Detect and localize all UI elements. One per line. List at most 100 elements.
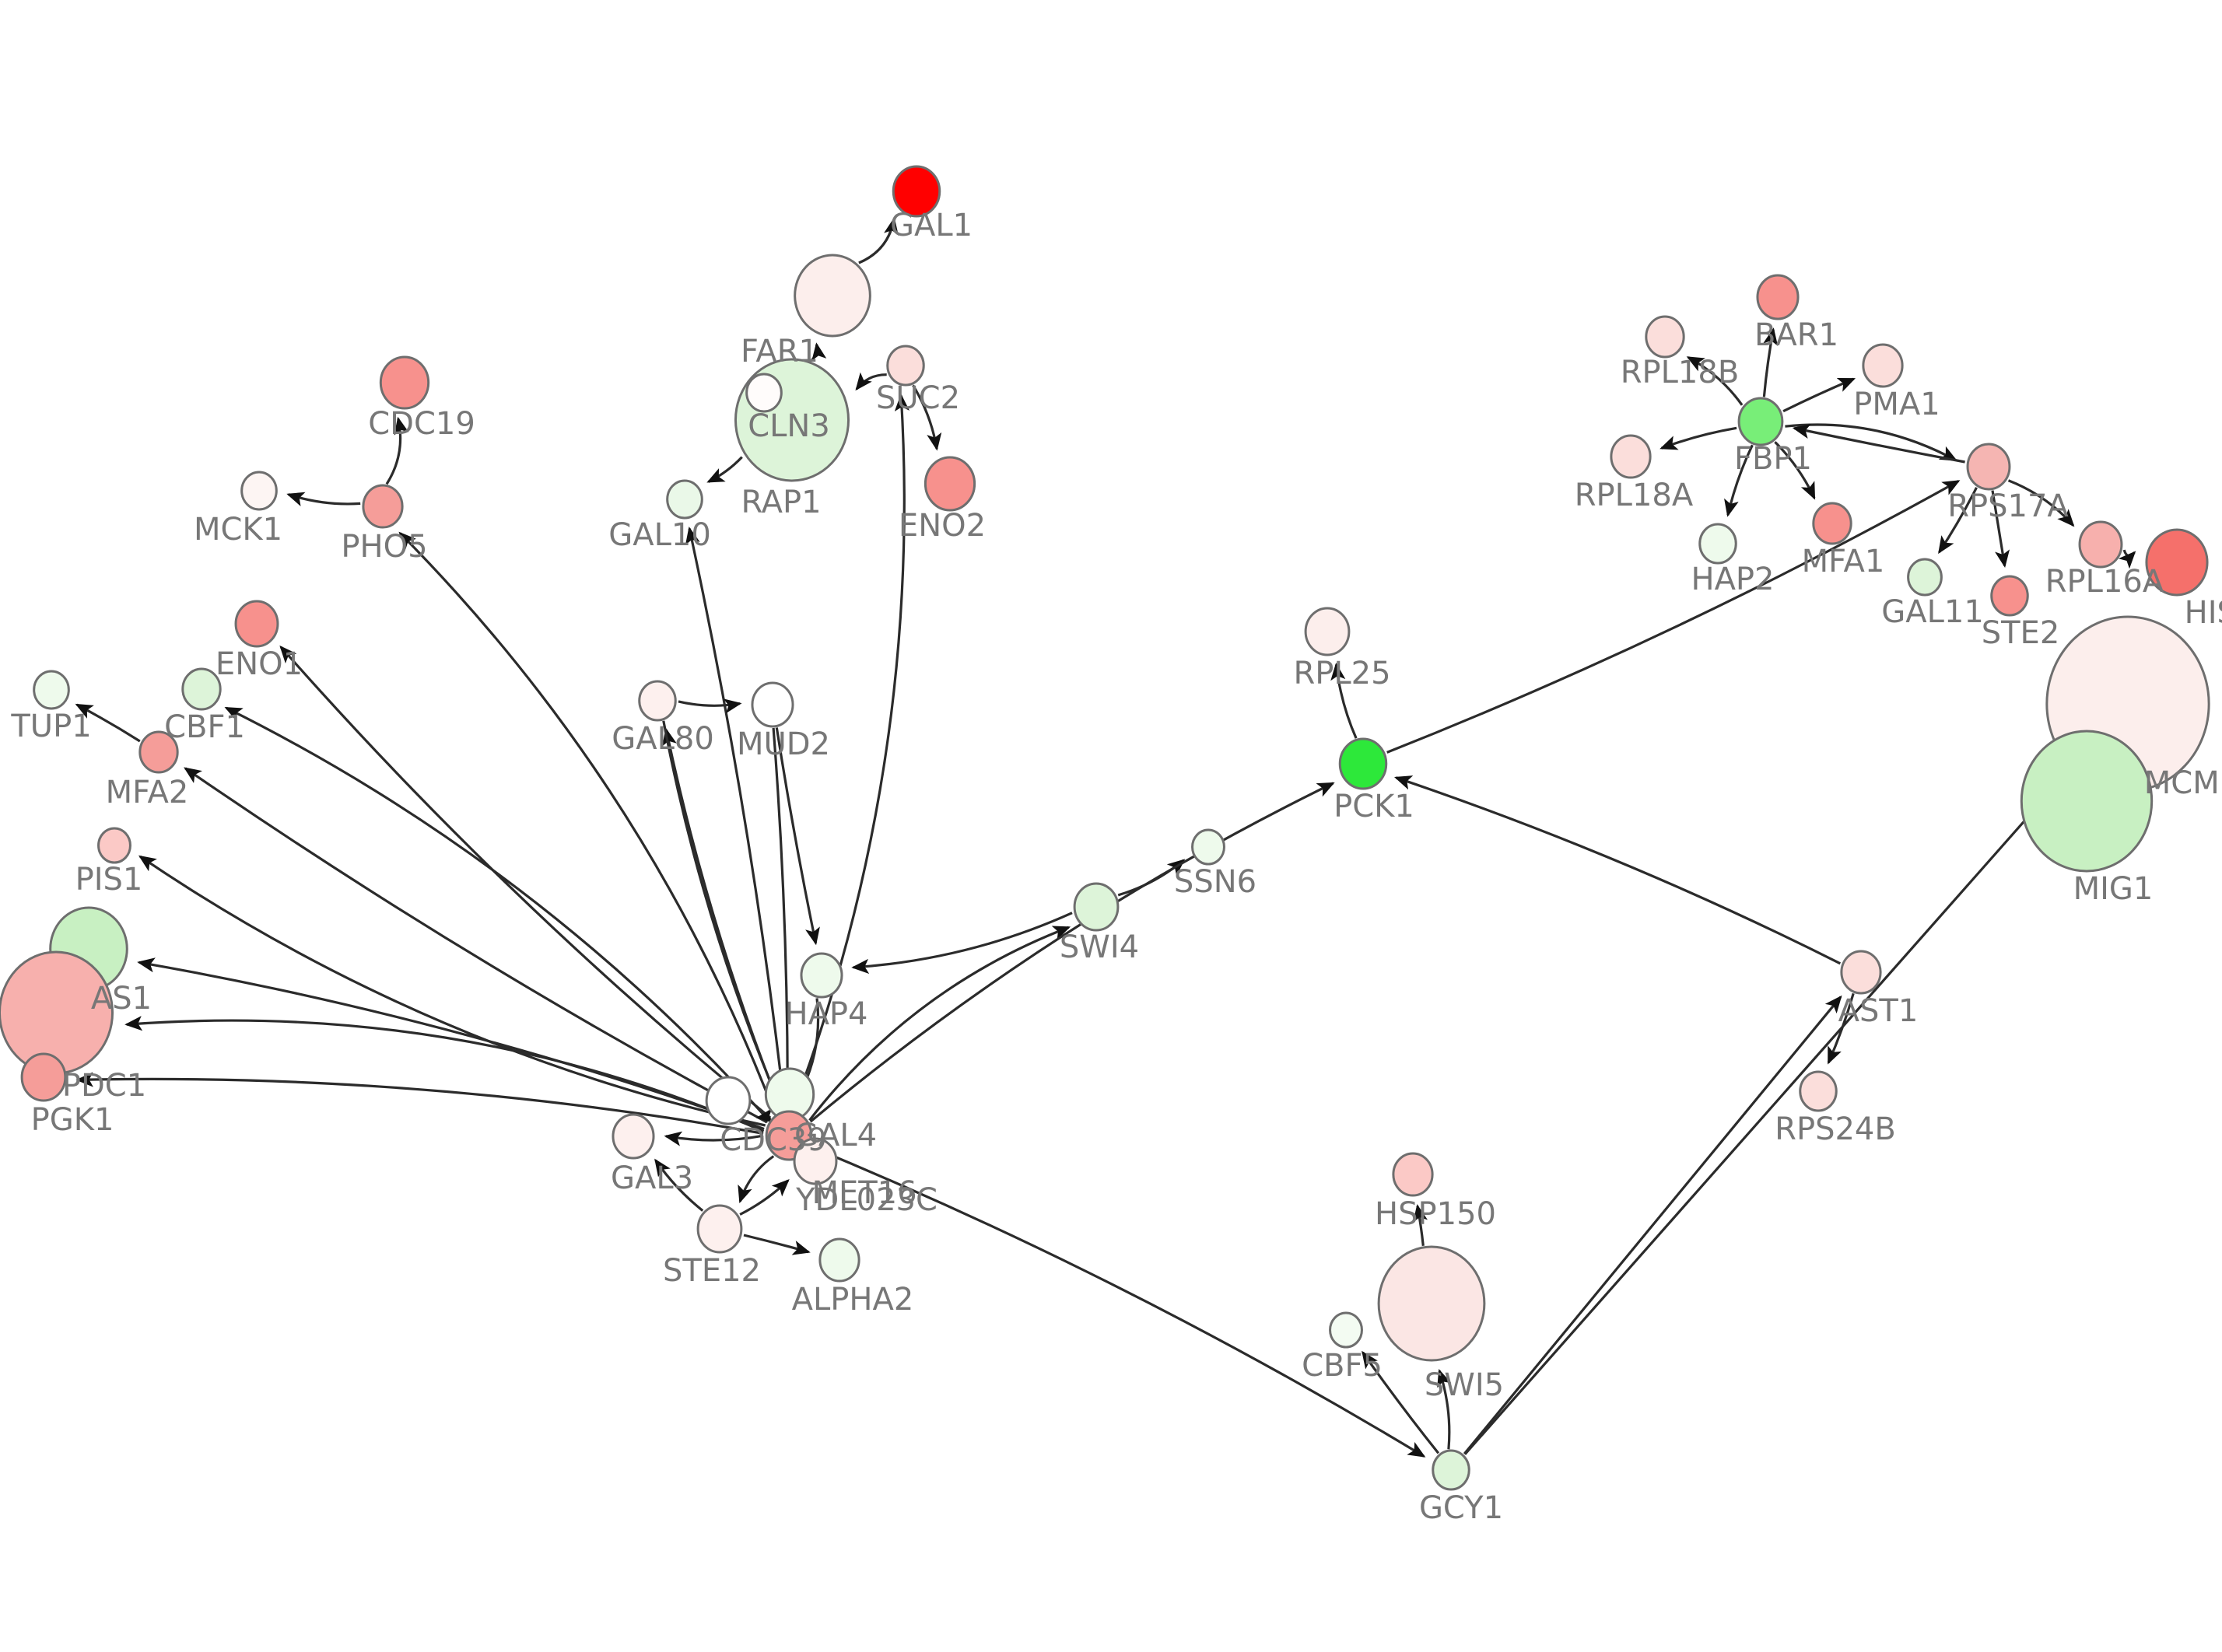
node-rpl25[interactable] — [1304, 607, 1351, 656]
edge-cln3-to-far1[interactable] — [810, 342, 827, 362]
edge-gal4-to-gal80[interactable] — [662, 727, 783, 1111]
node-mck1[interactable] — [240, 471, 278, 511]
node-mig1[interactable] — [2020, 730, 2154, 873]
node-rpl16a[interactable] — [2078, 520, 2123, 569]
node-pis1[interactable] — [97, 827, 131, 864]
edge-gal80-to-gal4[interactable] — [662, 720, 780, 1104]
edge-gal4-to-pis1[interactable] — [138, 855, 766, 1127]
edge-pho5-to-cdc19[interactable] — [385, 416, 409, 485]
edge-gal4-to-gal10[interactable] — [685, 526, 787, 1111]
edge-gal4-to-pho5[interactable] — [398, 531, 776, 1115]
edge-ste12-to-alpha2[interactable] — [743, 1234, 811, 1255]
node-ast1[interactable] — [1840, 950, 1882, 995]
node-pho5[interactable] — [362, 484, 404, 529]
node-gcy1[interactable] — [1432, 1449, 1470, 1491]
node-far1[interactable] — [794, 254, 871, 338]
edge-rpl16a-to-his4[interactable] — [2118, 549, 2136, 569]
node-gal10[interactable] — [666, 479, 703, 520]
edge-ste12-to-ydl023c[interactable] — [739, 1179, 790, 1216]
edge-gal4-to-pck1[interactable] — [809, 782, 1335, 1123]
edge-rps17a-to-ste2[interactable] — [1991, 490, 2010, 569]
edge-gal4-to-suc2[interactable] — [791, 394, 909, 1111]
node-ste2[interactable] — [1990, 575, 2029, 617]
node-cdc39[interactable] — [705, 1076, 752, 1125]
node-eno1[interactable] — [234, 600, 279, 648]
node-rap1[interactable] — [745, 373, 783, 413]
node-ssn6[interactable] — [1191, 828, 1225, 866]
node-hsp150[interactable] — [1392, 1152, 1434, 1197]
node-label-hap4: HAP4 — [784, 996, 867, 1032]
edge-cln3-to-gal10[interactable] — [706, 456, 743, 483]
node-gal3[interactable] — [612, 1113, 655, 1160]
edge-pho5-to-mck1[interactable] — [286, 492, 361, 507]
edge-gal4-to-pgk1[interactable] — [75, 1072, 764, 1135]
edge-far1-to-gal1[interactable] — [858, 217, 899, 264]
edge-gal4-to-cdc39[interactable] — [755, 1108, 775, 1124]
edge-gal4-to-cbf1[interactable] — [224, 706, 769, 1122]
node-his4[interactable] — [2145, 528, 2209, 597]
node-eno2[interactable] — [923, 456, 976, 512]
edge-fbp1-to-rpl18a[interactable] — [1659, 426, 1737, 450]
edge-gcy1-to-swi5[interactable] — [1437, 1368, 1452, 1450]
node-pma1[interactable] — [1862, 343, 1904, 388]
node-mfa1[interactable] — [1812, 502, 1852, 545]
node-hap2[interactable] — [1698, 523, 1737, 565]
edge-rps17a-to-rpl16a[interactable] — [2007, 479, 2075, 527]
node-alpha2[interactable] — [818, 1237, 860, 1283]
node-suc2[interactable] — [886, 345, 925, 387]
edge-rps17a-to-gal11[interactable] — [1938, 487, 1978, 555]
node-rps17a[interactable] — [1966, 443, 2011, 491]
edge-gal4-to-mfa2[interactable] — [184, 767, 768, 1124]
node-ste12[interactable] — [696, 1204, 743, 1254]
edge-gcy1-to-mcm1[interactable] — [1463, 775, 2065, 1455]
edge-gcy1-to-ast1[interactable] — [1463, 995, 1842, 1455]
node-pck1[interactable] — [1338, 737, 1388, 790]
edge-mud2-to-hap4[interactable] — [775, 727, 820, 946]
edge-swi4-to-hap4[interactable] — [851, 912, 1073, 975]
edge-suc2-to-cln3[interactable] — [855, 372, 887, 391]
node-pgk1[interactable] — [20, 1052, 67, 1102]
node-cbf1[interactable] — [181, 667, 222, 711]
edge-gal4-to-swi4[interactable] — [808, 926, 1071, 1122]
node-rpl18a[interactable] — [1610, 434, 1652, 479]
edge-fbp1-to-rpl18b[interactable] — [1686, 356, 1744, 406]
edge-fbp1-to-bar1[interactable] — [1762, 327, 1779, 397]
edge-swi5-to-hsp150[interactable] — [1413, 1204, 1428, 1246]
node-cbf5[interactable] — [1329, 1311, 1363, 1349]
node-mud2[interactable] — [751, 681, 794, 728]
node-swi4[interactable] — [1073, 882, 1120, 932]
edge-gal4-to-ste12[interactable] — [738, 1155, 775, 1204]
edge-fbp1-to-pma1[interactable] — [1782, 377, 1856, 413]
edge-gal4-to-as1[interactable] — [137, 957, 765, 1131]
edge-pck1-to-rps17a[interactable] — [1386, 480, 1961, 754]
edge-gal4-to-gal3[interactable] — [664, 1131, 764, 1146]
node-gal1[interactable] — [892, 165, 941, 218]
node-swi5[interactable] — [1377, 1245, 1486, 1362]
node-gal80[interactable] — [638, 680, 677, 722]
node-gal11[interactable] — [1907, 558, 1943, 597]
node-cdc19[interactable] — [379, 355, 430, 410]
edge-gal4-to-gcy1[interactable] — [811, 1146, 1426, 1458]
node-ydl023c[interactable] — [793, 1137, 838, 1185]
node-hap4[interactable] — [800, 952, 843, 999]
edge-suc2-to-eno2[interactable] — [912, 384, 942, 451]
edge-gcy1-to-cbf5[interactable] — [1362, 1350, 1440, 1454]
node-tup1[interactable] — [33, 670, 70, 710]
edge-mfa2-to-tup1[interactable] — [75, 703, 141, 743]
edge-fbp1-to-hap2[interactable] — [1724, 444, 1754, 517]
edge-fbp1-to-mfa1[interactable] — [1774, 441, 1816, 500]
edge-gal80-to-mud2[interactable] — [678, 698, 742, 714]
node-mfa2[interactable] — [138, 730, 179, 774]
node-bar1[interactable] — [1756, 274, 1800, 320]
node-rps24b[interactable] — [1799, 1070, 1838, 1112]
node-rpl18b[interactable] — [1645, 315, 1685, 359]
edge-pck1-to-rpl25[interactable] — [1330, 662, 1358, 739]
node-fbp1[interactable] — [1737, 397, 1784, 446]
edge-rps17a-to-fbp1[interactable] — [1792, 424, 1965, 464]
edge-mud2-to-gal4[interactable] — [772, 727, 795, 1103]
edge-gal4-to-pdc1[interactable] — [124, 1016, 765, 1132]
edge-gal4-to-eno1[interactable] — [279, 645, 772, 1119]
edge-ast1-to-pck1[interactable] — [1393, 775, 1842, 965]
edge-ste12-to-gal3[interactable] — [654, 1158, 704, 1212]
